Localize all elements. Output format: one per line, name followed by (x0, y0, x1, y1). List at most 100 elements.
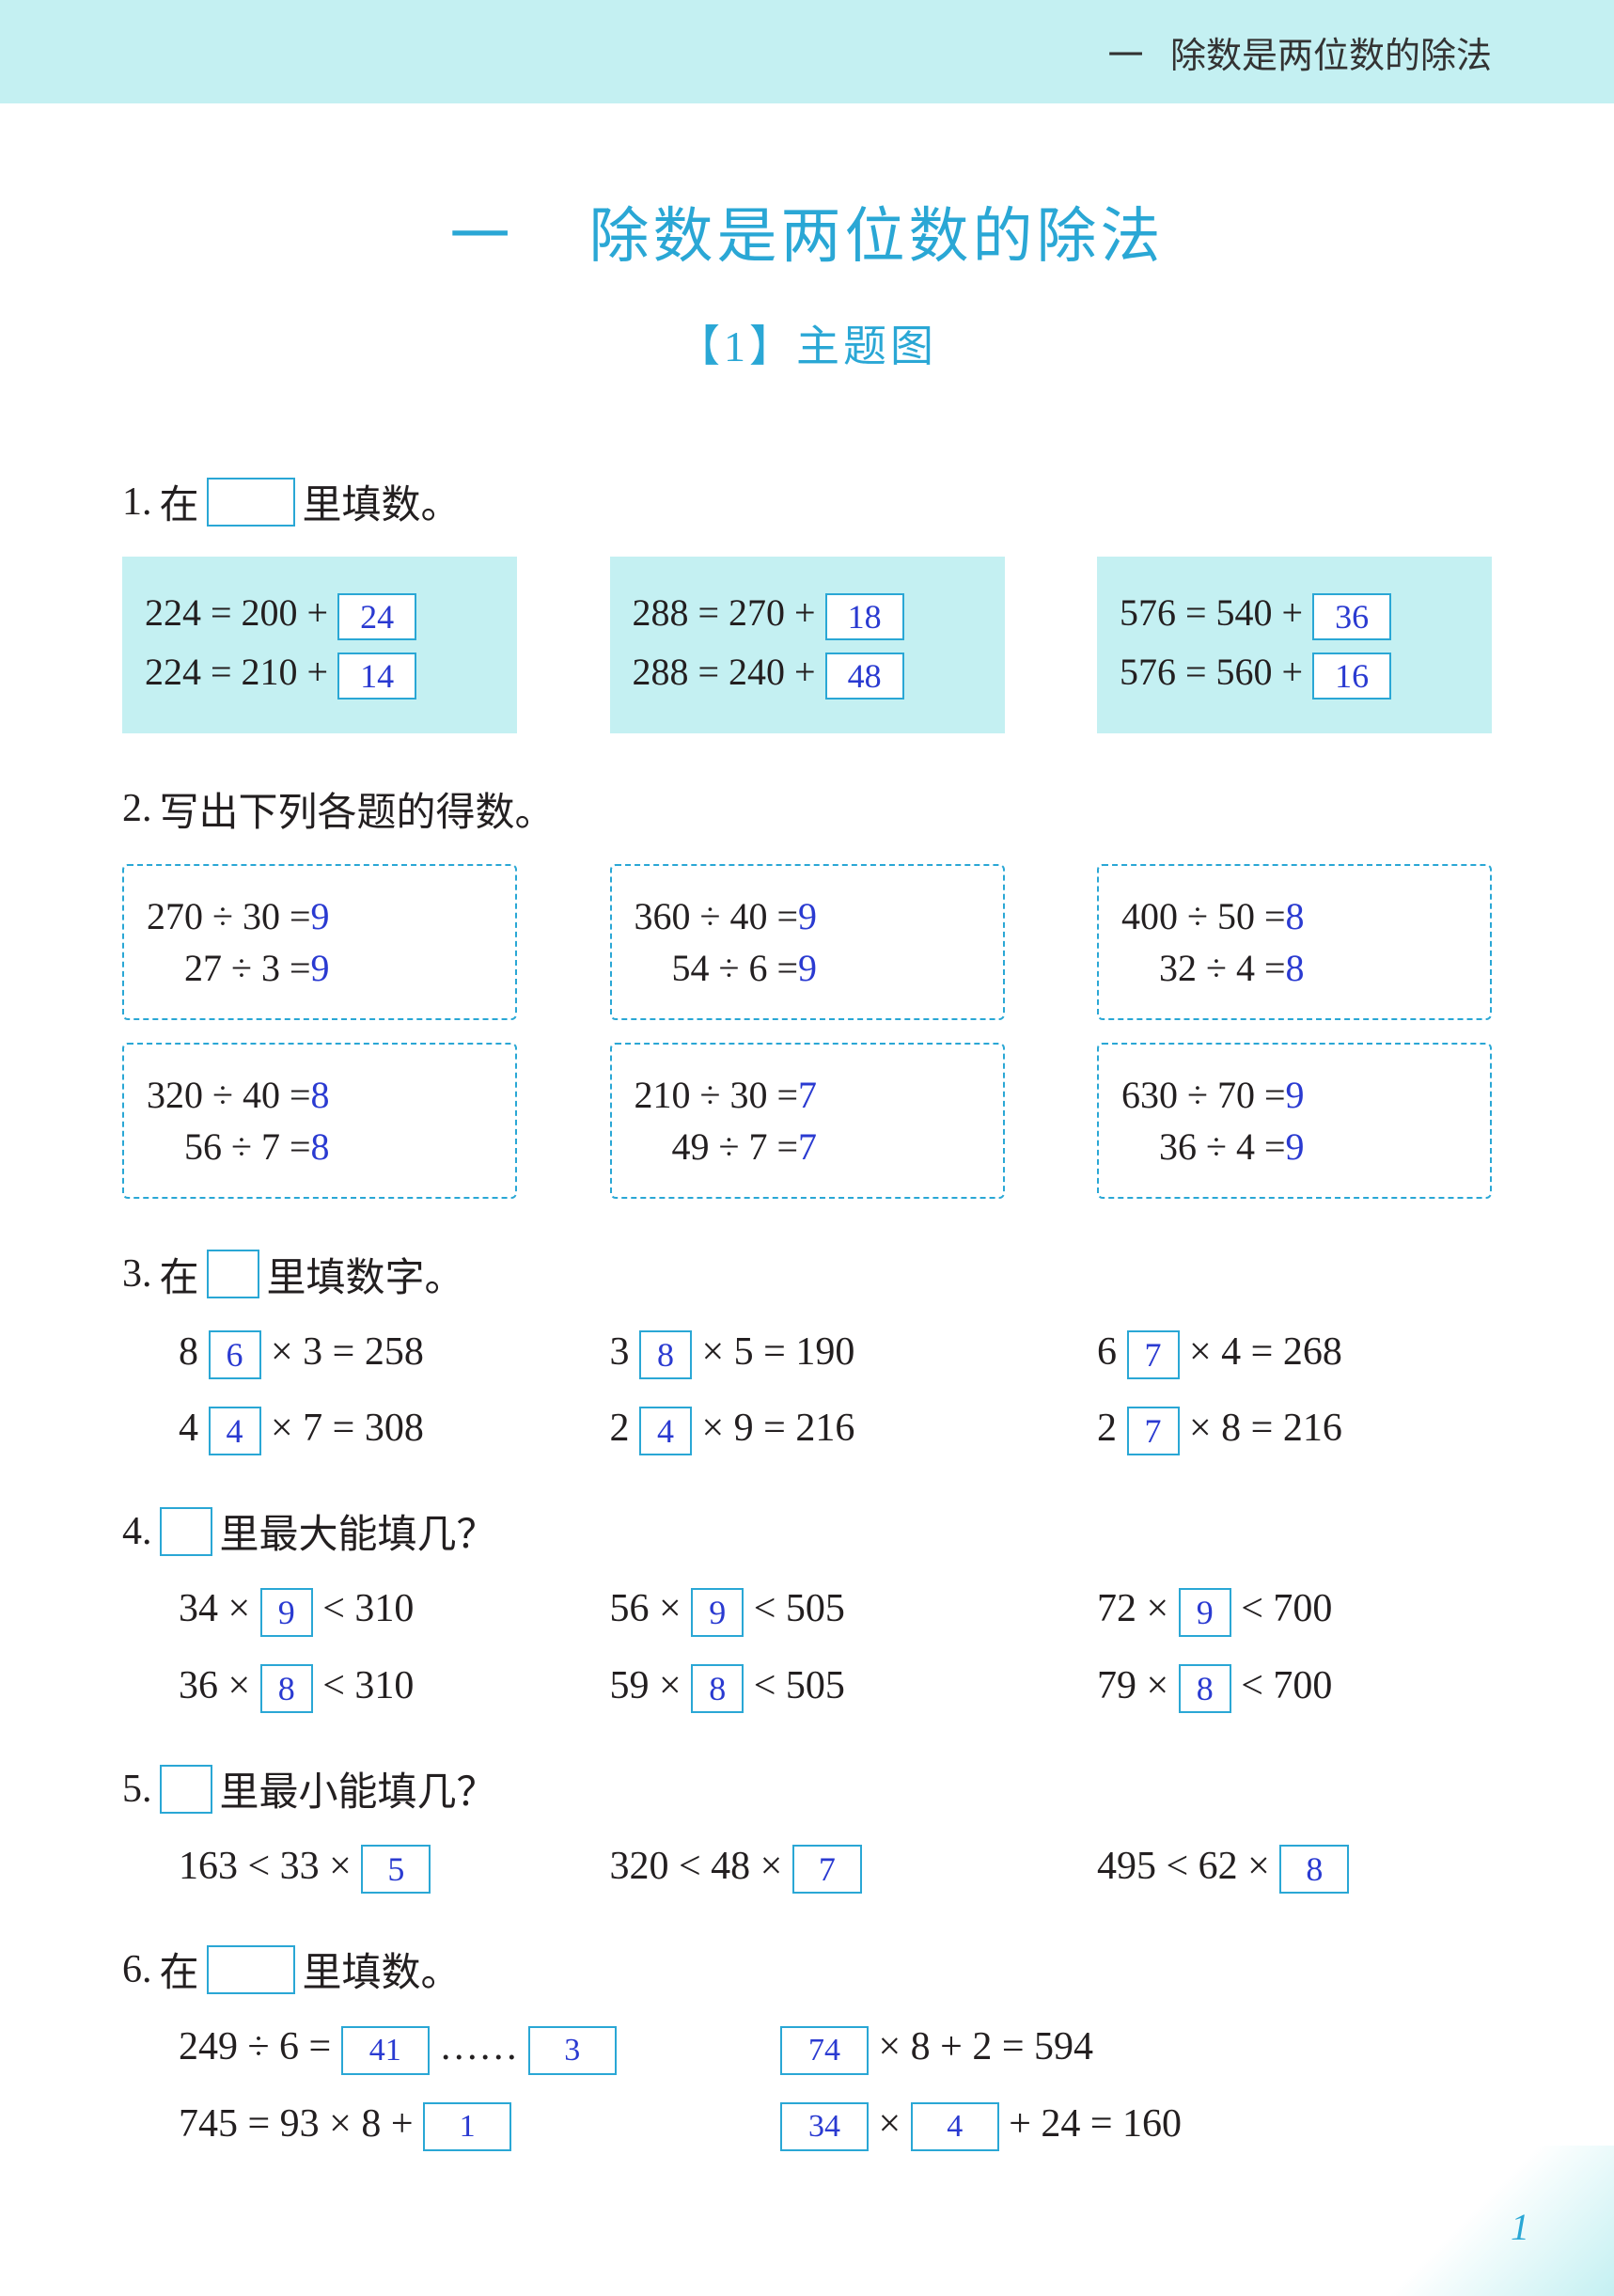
answer-box[interactable]: 34 (780, 2102, 869, 2151)
eq-pre: 6 (1097, 1330, 1117, 1374)
answer-text: 9 (311, 895, 330, 937)
q2-eq: 27 ÷ 3 = (184, 947, 311, 989)
q4-num: 4. (122, 1509, 152, 1554)
page-number: 1 (1511, 2205, 1529, 2249)
answer-box[interactable]: 7 (1127, 1407, 1180, 1455)
answer-box[interactable]: 3 (528, 2026, 617, 2075)
q2-eq: 630 ÷ 70 = (1121, 1074, 1286, 1116)
answer-box[interactable]: 36 (1312, 593, 1391, 640)
eq-post: × 8 + 2 = 594 (879, 2025, 1094, 2068)
q3-prompt: 3. 在 里填数字。 (122, 1246, 1492, 1303)
q1-text-a: 在 (160, 473, 199, 530)
answer-text: 9 (1286, 1074, 1305, 1116)
q6-text-a: 在 (160, 1941, 199, 1998)
q3-row: 8 6 × 3 = 258 3 8 × 5 = 190 6 7 × 4 = 26… (122, 1329, 1492, 1379)
answer-box[interactable]: 16 (1312, 653, 1391, 700)
content-area: 1. 在 里填数。 224 = 200 + 24 224 = 210 + 14 … (0, 374, 1614, 2151)
eq-pre: 79 × (1097, 1664, 1179, 1707)
eq-post: × 4 = 268 (1180, 1330, 1342, 1374)
q4-prompt: 4. 里最大能填几？ (122, 1502, 1492, 1560)
answer-box[interactable]: 9 (691, 1588, 744, 1637)
q2-panel: 630 ÷ 70 =9 36 ÷ 4 =9 (1097, 1043, 1492, 1199)
eq-post: < 700 (1231, 1587, 1333, 1630)
answer-text: 9 (798, 947, 817, 989)
blank-box-icon (160, 1507, 212, 1556)
eq-post: < 310 (313, 1664, 415, 1707)
section-title: 【1】主题图 (0, 312, 1614, 374)
answer-box[interactable]: 6 (209, 1330, 261, 1379)
q2-eq: 49 ÷ 7 = (672, 1125, 799, 1168)
eq-mid: …… (439, 2025, 528, 2068)
q2-row: 270 ÷ 30 =9 27 ÷ 3 =9 360 ÷ 40 =9 54 ÷ 6… (122, 864, 1492, 1020)
answer-box[interactable]: 24 (337, 593, 416, 640)
answer-box[interactable]: 5 (361, 1845, 431, 1894)
answer-text: 9 (311, 947, 330, 989)
q1-prompt: 1. 在 里填数。 (122, 473, 1492, 530)
answer-text: 9 (1286, 1125, 1305, 1168)
answer-box[interactable]: 7 (792, 1845, 862, 1894)
q2-panel: 210 ÷ 30 =7 49 ÷ 7 =7 (610, 1043, 1005, 1199)
worksheet-page: 一 除数是两位数的除法 一 除数是两位数的除法 【1】主题图 1. 在 里填数。… (0, 0, 1614, 2296)
eq-pre: 59 × (610, 1664, 692, 1707)
q5-text-b: 里最小能填几？ (220, 1760, 496, 1817)
q3-text-a: 在 (160, 1246, 199, 1303)
q1-text-b: 里填数。 (303, 473, 461, 530)
q2-panel: 320 ÷ 40 =8 56 ÷ 7 =8 (122, 1043, 517, 1199)
eq-pre: 72 × (1097, 1587, 1179, 1630)
answer-box[interactable]: 8 (1279, 1845, 1349, 1894)
blank-box-icon (207, 1945, 295, 1994)
page-corner-decoration (1388, 2146, 1614, 2296)
answer-box[interactable]: 8 (1179, 1664, 1231, 1713)
q1-panel: 288 = 270 + 18 288 = 240 + 48 (610, 557, 1005, 733)
q5-row: 163 < 33 × 5 320 < 48 × 7 495 < 62 × 8 (122, 1844, 1492, 1894)
eq-pre: 2 (610, 1407, 630, 1450)
q2-eq: 56 ÷ 7 = (184, 1125, 311, 1168)
blank-box-icon (207, 478, 295, 527)
eq-pre: 36 × (179, 1664, 260, 1707)
q2-eq: 32 ÷ 4 = (1159, 947, 1286, 989)
header-breadcrumb: 一 除数是两位数的除法 (1107, 26, 1492, 78)
header-band: 一 除数是两位数的除法 (0, 0, 1614, 103)
answer-box[interactable]: 9 (1179, 1588, 1231, 1637)
q2-eq: 320 ÷ 40 = (147, 1074, 311, 1116)
answer-text: 8 (311, 1125, 330, 1168)
blank-box-icon (160, 1765, 212, 1814)
answer-box[interactable]: 14 (337, 653, 416, 700)
eq-post: × 9 = 216 (692, 1407, 854, 1450)
answer-box[interactable]: 41 (341, 2026, 430, 2075)
eq-post: × 8 = 216 (1180, 1407, 1342, 1450)
eq-post: < 700 (1231, 1664, 1333, 1707)
eq-pre: 320 < 48 × (610, 1845, 792, 1888)
answer-box[interactable]: 4 (209, 1407, 261, 1455)
q6-prompt: 6. 在 里填数。 (122, 1941, 1492, 1998)
q1-panel: 224 = 200 + 24 224 = 210 + 14 (122, 557, 517, 733)
answer-box[interactable]: 48 (825, 653, 904, 700)
eq-post: < 505 (744, 1587, 845, 1630)
q3-text-b: 里填数字。 (267, 1246, 464, 1303)
q5-prompt: 5. 里最小能填几？ (122, 1760, 1492, 1817)
q3-num: 3. (122, 1251, 152, 1297)
q2-text: 写出下列各题的得数。 (160, 780, 555, 838)
answer-box[interactable]: 4 (639, 1407, 692, 1455)
answer-box[interactable]: 8 (260, 1664, 313, 1713)
eq-pre: 8 (179, 1330, 198, 1374)
answer-box[interactable]: 7 (1127, 1330, 1180, 1379)
chapter-name: 除数是两位数的除法 (589, 203, 1165, 270)
blank-box-icon (207, 1250, 259, 1298)
q2-eq: 36 ÷ 4 = (1159, 1125, 1286, 1168)
chapter-prefix: 一 (450, 203, 514, 270)
answer-box[interactable]: 4 (911, 2102, 999, 2151)
q2-eq: 210 ÷ 30 = (635, 1074, 799, 1116)
q2-eq: 270 ÷ 30 = (147, 895, 311, 937)
eq-post: < 310 (313, 1587, 415, 1630)
answer-box[interactable]: 8 (639, 1330, 692, 1379)
answer-box[interactable]: 74 (780, 2026, 869, 2075)
q1-eq: 288 = 240 + (633, 651, 825, 693)
answer-box[interactable]: 9 (260, 1588, 313, 1637)
eq-post: × 5 = 190 (692, 1330, 854, 1374)
answer-box[interactable]: 18 (825, 593, 904, 640)
answer-box[interactable]: 1 (423, 2102, 511, 2151)
answer-box[interactable]: 8 (691, 1664, 744, 1713)
eq-pre: 249 ÷ 6 = (179, 2025, 341, 2068)
q1-eq: 576 = 540 + (1120, 591, 1312, 634)
